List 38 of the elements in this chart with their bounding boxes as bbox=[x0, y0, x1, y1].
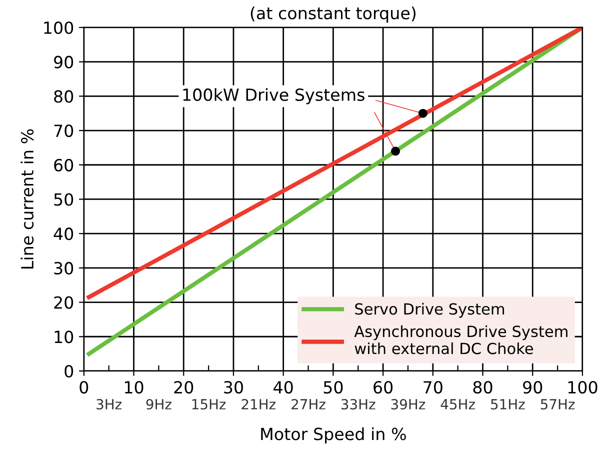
y-tick-label: 10 bbox=[54, 330, 74, 344]
y-tick-label: 30 bbox=[54, 262, 74, 274]
x2-tick-label: 3Hz bbox=[96, 399, 122, 410]
y-tick-label: 40 bbox=[54, 228, 74, 240]
y-tick-label: 60 bbox=[54, 158, 74, 172]
x-axis-title: Motor Speed in % bbox=[261, 427, 406, 444]
x-tick-label: 30 bbox=[224, 380, 243, 394]
x2-tick-label: 33Hz bbox=[341, 399, 376, 410]
y-tick-label: 50 bbox=[54, 193, 74, 206]
y-axis-title: Line current in % bbox=[20, 129, 34, 268]
x-tick-label: 80 bbox=[473, 380, 492, 394]
x-tick-label: 20 bbox=[174, 380, 194, 394]
x2-tick-label: 45Hz bbox=[440, 399, 475, 410]
x2-tick-label: 21Hz bbox=[242, 399, 276, 410]
x-tick-label: 0 bbox=[80, 380, 88, 394]
y-tick-label: 0 bbox=[64, 364, 74, 378]
x2-tick-label: 15Hz bbox=[192, 399, 226, 410]
x2-tick-label: 57Hz bbox=[540, 399, 575, 410]
y-tick-label: 100 bbox=[44, 21, 74, 34]
x-tick-label: 50 bbox=[324, 380, 343, 394]
legend-label: Servo Drive System bbox=[355, 302, 504, 318]
y-tick-label: 80 bbox=[54, 90, 74, 103]
x2-tick-label: 51Hz bbox=[491, 399, 525, 410]
x-tick-label: 60 bbox=[374, 380, 393, 394]
x-tick-label: 100 bbox=[568, 380, 598, 394]
legend-label: Asynchronous Drive System with external DC Choke bbox=[354, 325, 568, 354]
x2-tick-label: 27Hz bbox=[292, 399, 326, 410]
x-tick-label: 10 bbox=[124, 380, 144, 394]
y-tick-label: 90 bbox=[54, 56, 74, 68]
x2-tick-label: 9Hz bbox=[146, 399, 172, 410]
y-tick-label: 20 bbox=[54, 296, 74, 309]
chart-title: (at constant torque) bbox=[250, 6, 416, 23]
x2-tick-label: 39Hz bbox=[391, 399, 426, 410]
x-tick-label: 70 bbox=[424, 380, 442, 394]
annotation: 100kW Drive Systems bbox=[183, 88, 364, 104]
x-tick-label: 90 bbox=[523, 380, 542, 394]
y-tick-label: 70 bbox=[54, 124, 74, 138]
x-tick-label: 40 bbox=[274, 380, 293, 394]
